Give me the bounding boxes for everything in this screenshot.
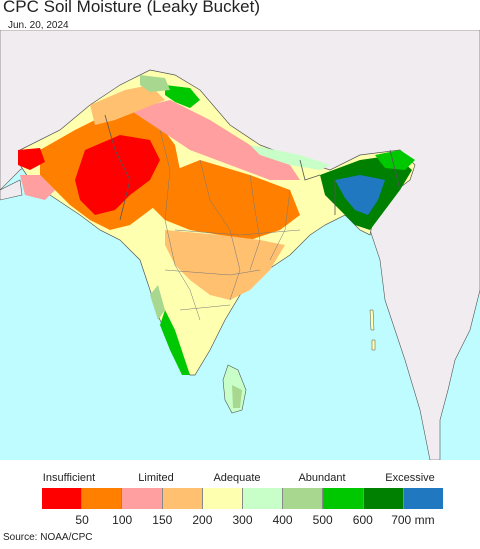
legend-tick-label: 100: [112, 513, 133, 527]
sri-lanka-green: [232, 385, 242, 408]
left-coast-land: [0, 179, 23, 201]
north-pink-band: [130, 100, 300, 180]
legend-swatch: [403, 488, 444, 509]
legend-swatch: [202, 488, 244, 509]
kashmir-lightgreen: [140, 75, 170, 92]
map-date: Jun. 20, 2024: [8, 20, 69, 31]
legend-tick-label: 700 mm: [391, 513, 435, 527]
legend-cat-limited: Limited: [138, 472, 174, 484]
central-india-orange: [150, 160, 300, 240]
legend-tick-label: 200: [192, 513, 213, 527]
upper-pakistan-lightorange: [90, 85, 165, 125]
legend-cat-abundant: Abundant: [298, 472, 346, 484]
insufficient-core: [75, 135, 160, 215]
source-credit: Source: NOAA/CPC: [3, 532, 93, 543]
kashmir-green: [165, 85, 200, 108]
legend-tick-label: 150: [152, 513, 173, 527]
legend-cat-adequate: Adequate: [213, 472, 261, 484]
legend-tick-label: 300: [232, 513, 253, 527]
legend-tick-label: 600: [352, 513, 373, 527]
northeast-green: [375, 150, 415, 170]
legend-categories: Insufficient Limited Adequate Abundant E…: [0, 472, 480, 486]
legend-color-bar: [42, 488, 444, 509]
deccan-lightorange: [165, 230, 285, 300]
himalaya-green-strip: [250, 145, 330, 170]
legend-cat-insufficient: Insufficient: [42, 472, 96, 484]
legend-swatch: [122, 488, 163, 509]
andaman-islands: [369, 309, 376, 351]
west-coast-lightgreen: [150, 285, 165, 320]
legend-cat-excessive: Excessive: [385, 472, 435, 484]
insufficient-west: [18, 148, 45, 170]
west-coast-green: [160, 310, 190, 375]
legend-swatch: [162, 488, 203, 509]
legend-tick-label: 50: [75, 513, 89, 527]
legend-swatch: [243, 488, 284, 509]
legend-ticks: 50 100 150 200 300 400 500 600 700 mm: [0, 513, 480, 527]
pink-west-coast: [20, 175, 55, 200]
legend-tick-label: 500: [312, 513, 333, 527]
legend-swatch: [283, 488, 324, 509]
legend-swatch: [82, 488, 123, 509]
legend-swatch: [42, 488, 83, 509]
national-border: [104, 114, 401, 221]
bangladesh-blue: [335, 175, 385, 215]
soil-moisture-map: [0, 30, 480, 460]
map-title: CPC Soil Moisture (Leaky Bucket): [3, 0, 260, 16]
legend-tick-label: 400: [272, 513, 293, 527]
legend-swatch: [363, 488, 404, 509]
internal-borders: [159, 129, 301, 321]
legend-swatch: [323, 488, 364, 509]
